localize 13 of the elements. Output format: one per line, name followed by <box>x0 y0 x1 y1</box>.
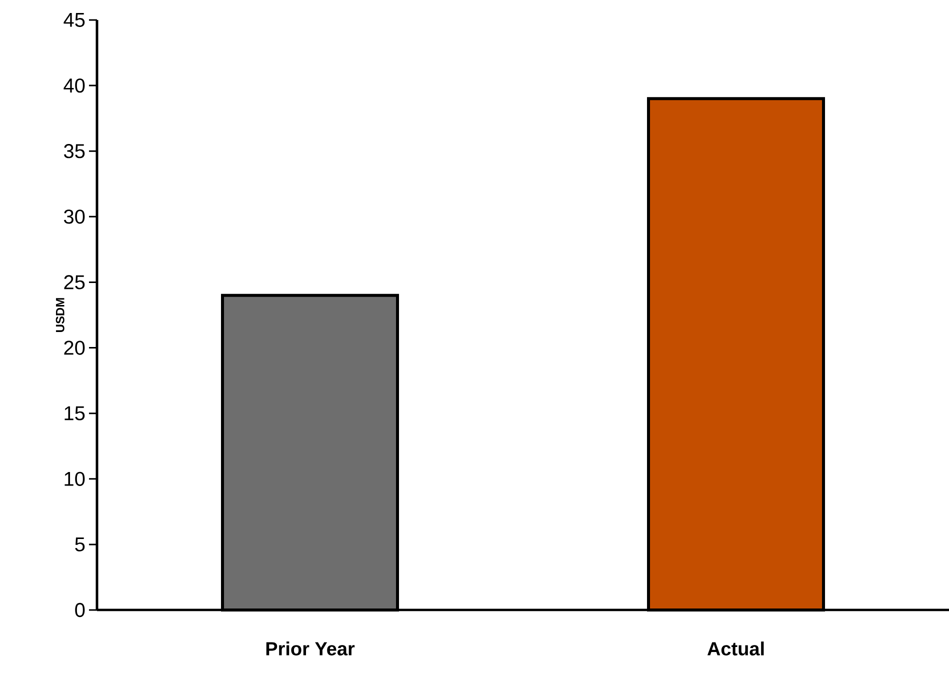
y-tick-label: 15 <box>64 406 85 420</box>
x-tick-label: Actual <box>707 642 764 656</box>
y-tick-label: 30 <box>64 210 85 224</box>
y-tick-label: 10 <box>64 472 85 486</box>
y-tick-label: 25 <box>64 275 85 290</box>
y-axis-title: USDM <box>56 298 64 332</box>
y-tick-label: 45 <box>64 13 85 27</box>
y-tick-label: 20 <box>64 340 85 355</box>
y-tick-label: 5 <box>75 537 85 552</box>
y-tick-label: 35 <box>64 144 85 158</box>
y-tick-label: 0 <box>75 602 85 618</box>
x-tick-label: Prior Year <box>266 642 355 656</box>
y-tick-label: 40 <box>64 78 85 93</box>
